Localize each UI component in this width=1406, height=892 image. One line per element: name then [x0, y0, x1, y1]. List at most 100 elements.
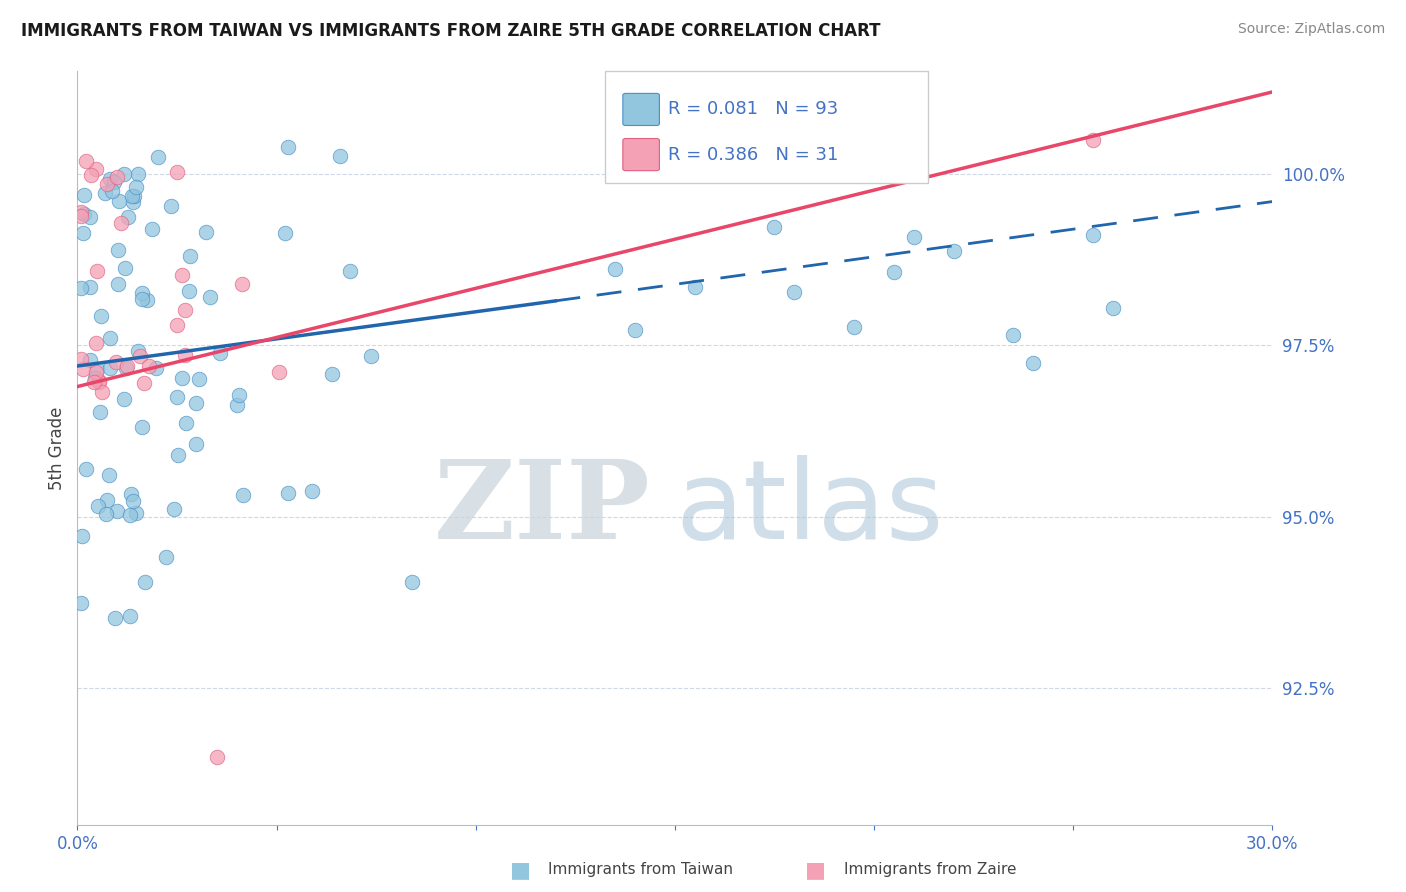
Point — [89, 405, 111, 419]
Point — [120, 609, 142, 624]
Point — [127, 343, 149, 358]
Point — [83, 371, 105, 385]
Point — [122, 188, 145, 202]
Point — [70, 281, 93, 295]
Point — [208, 345, 231, 359]
Point — [72, 227, 94, 241]
Point — [79, 280, 101, 294]
Point — [141, 222, 163, 236]
Point — [205, 749, 228, 764]
Point — [107, 277, 129, 291]
Point — [97, 468, 120, 483]
Point — [70, 205, 93, 219]
Point — [883, 265, 905, 279]
Point — [683, 279, 706, 293]
Point — [100, 184, 122, 198]
Point — [763, 219, 786, 234]
Point — [166, 165, 188, 179]
Point — [70, 351, 93, 366]
Point — [184, 436, 207, 450]
Point — [605, 262, 627, 277]
Point — [73, 207, 96, 221]
Text: IMMIGRANTS FROM TAIWAN VS IMMIGRANTS FROM ZAIRE 5TH GRADE CORRELATION CHART: IMMIGRANTS FROM TAIWAN VS IMMIGRANTS FRO… — [21, 22, 880, 40]
Point — [104, 611, 127, 625]
Point — [624, 323, 647, 337]
Point — [1083, 227, 1105, 242]
Point — [163, 502, 186, 516]
Point — [167, 448, 190, 462]
Point — [188, 372, 211, 386]
Point — [125, 506, 148, 520]
Point — [783, 285, 806, 299]
Point — [276, 485, 298, 500]
Point — [228, 388, 250, 402]
Point — [401, 575, 423, 590]
Point — [1022, 356, 1045, 370]
Text: ■: ■ — [806, 860, 825, 880]
Point — [145, 360, 167, 375]
Point — [232, 488, 254, 502]
Point — [903, 229, 925, 244]
Point — [72, 361, 94, 376]
Point — [98, 172, 121, 186]
Point — [86, 264, 108, 278]
Point — [89, 374, 111, 388]
Point — [160, 198, 183, 212]
Point — [70, 596, 93, 610]
Point — [277, 139, 299, 153]
Point — [129, 349, 152, 363]
Text: Immigrants from Zaire: Immigrants from Zaire — [844, 863, 1017, 877]
Point — [110, 216, 132, 230]
Point — [105, 169, 128, 184]
Point — [1102, 301, 1125, 315]
Point — [86, 361, 108, 376]
Point — [225, 398, 247, 412]
Point — [173, 302, 195, 317]
Point — [96, 177, 118, 191]
Point — [124, 180, 146, 194]
Point — [267, 365, 290, 379]
Point — [70, 209, 93, 223]
Point — [98, 360, 121, 375]
Point — [321, 367, 343, 381]
Point — [94, 507, 117, 521]
Point — [84, 365, 107, 379]
Point — [79, 352, 101, 367]
Point — [329, 149, 352, 163]
Text: ■: ■ — [510, 860, 530, 880]
Point — [339, 264, 361, 278]
Point — [942, 244, 965, 258]
Point — [184, 396, 207, 410]
Point — [86, 336, 108, 351]
Point — [172, 268, 194, 282]
Point — [274, 227, 297, 241]
Point — [166, 391, 188, 405]
Point — [174, 348, 197, 362]
Point — [86, 162, 108, 177]
Point — [120, 486, 142, 500]
Point — [103, 175, 125, 189]
Point — [80, 168, 103, 182]
Point — [301, 484, 323, 499]
Point — [360, 349, 382, 363]
Point — [91, 385, 114, 400]
Point — [1083, 133, 1105, 147]
Point — [75, 461, 97, 475]
Text: ZIP: ZIP — [434, 455, 651, 562]
Point — [177, 284, 200, 298]
Point — [96, 492, 118, 507]
Point — [131, 420, 153, 434]
Y-axis label: 5th Grade: 5th Grade — [48, 407, 66, 490]
Point — [120, 508, 142, 523]
Point — [179, 249, 201, 263]
Point — [108, 194, 131, 208]
Point — [79, 210, 101, 224]
Point — [73, 187, 96, 202]
Text: Immigrants from Taiwan: Immigrants from Taiwan — [548, 863, 734, 877]
Point — [231, 277, 253, 291]
Point — [75, 153, 97, 168]
Point — [117, 211, 139, 225]
Point — [90, 309, 112, 323]
Point — [112, 167, 135, 181]
Point — [70, 529, 93, 543]
